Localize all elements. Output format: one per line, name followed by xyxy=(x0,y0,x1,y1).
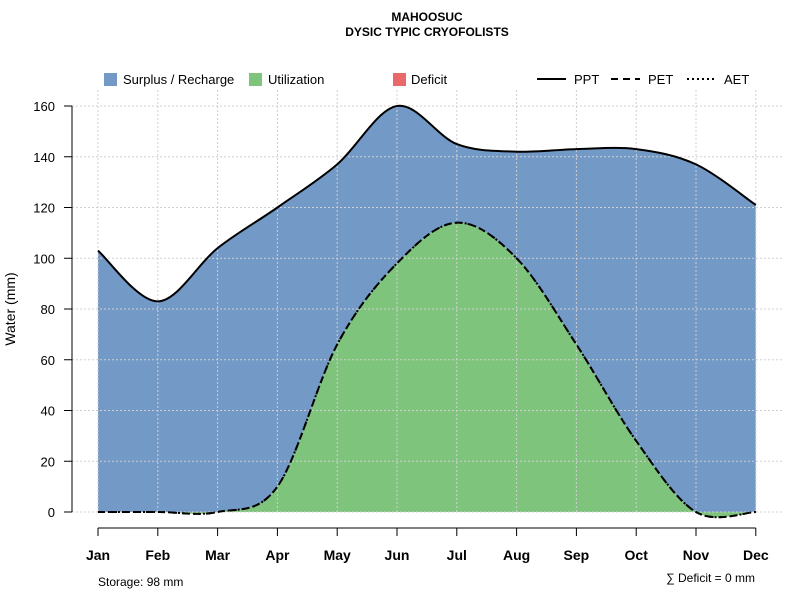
x-tick-label-oct: Oct xyxy=(625,547,649,563)
plot-areas xyxy=(98,105,756,518)
x-tick-label-nov: Nov xyxy=(683,547,710,563)
y-tick-label-0: 0 xyxy=(48,505,55,520)
y-tick-label-7: 140 xyxy=(33,150,55,165)
x-tick-label-jul: Jul xyxy=(447,547,467,563)
x-tick-label-mar: Mar xyxy=(205,547,230,563)
x-tick-label-apr: Apr xyxy=(265,547,290,563)
chart-title: MAHOOSUC xyxy=(391,10,463,24)
legend-label-aet: AET xyxy=(724,72,749,87)
y-tick-label-4: 80 xyxy=(41,302,55,317)
x-tick-label-feb: Feb xyxy=(145,547,170,563)
x-tick-label-may: May xyxy=(324,547,351,563)
area-utilization xyxy=(98,222,756,518)
x-tick-label-sep: Sep xyxy=(564,547,590,563)
series-line-pet xyxy=(97,221,756,519)
legend-label-deficit: Deficit xyxy=(411,72,448,87)
series-line-ppt xyxy=(97,104,757,303)
y-tick-label-5: 100 xyxy=(33,251,55,266)
y-tick-label-6: 120 xyxy=(33,201,55,216)
x-tick-label-jan: Jan xyxy=(86,547,110,563)
legend-swatch-deficit xyxy=(393,73,406,86)
y-axis: 0 20 40 60 80 100 120 140 160 xyxy=(33,99,73,520)
chart-subtitle: DYSIC TYPIC CRYOFOLISTS xyxy=(345,25,509,39)
y-tick-label-2: 40 xyxy=(41,404,55,419)
storage-note: Storage: 98 mm xyxy=(98,575,183,589)
y-tick-label-8: 160 xyxy=(33,99,55,114)
x-tick-label-jun: Jun xyxy=(385,547,410,563)
legend-swatch-utilization xyxy=(249,73,262,86)
legend-swatch-surplus xyxy=(104,73,117,86)
y-tick-label-1: 20 xyxy=(41,454,55,469)
legend-label-utilization: Utilization xyxy=(268,72,324,87)
deficit-note: ∑ Deficit = 0 mm xyxy=(666,571,755,585)
legend-label-pet: PET xyxy=(648,72,673,87)
x-tick-label-aug: Aug xyxy=(503,547,530,563)
series-lines xyxy=(97,104,757,519)
y-tick-label-3: 60 xyxy=(41,353,55,368)
legend-label-surplus: Surplus / Recharge xyxy=(123,72,234,87)
x-tick-label-dec: Dec xyxy=(743,547,769,563)
legend-label-ppt: PPT xyxy=(574,72,599,87)
y-axis-label: Water (mm) xyxy=(2,272,18,345)
legend: Surplus / Recharge Utilization Deficit P… xyxy=(104,72,749,87)
x-axis: Jan Feb Mar Apr May Jun Jul Aug Sep Oct Nov Dec xyxy=(86,527,769,563)
